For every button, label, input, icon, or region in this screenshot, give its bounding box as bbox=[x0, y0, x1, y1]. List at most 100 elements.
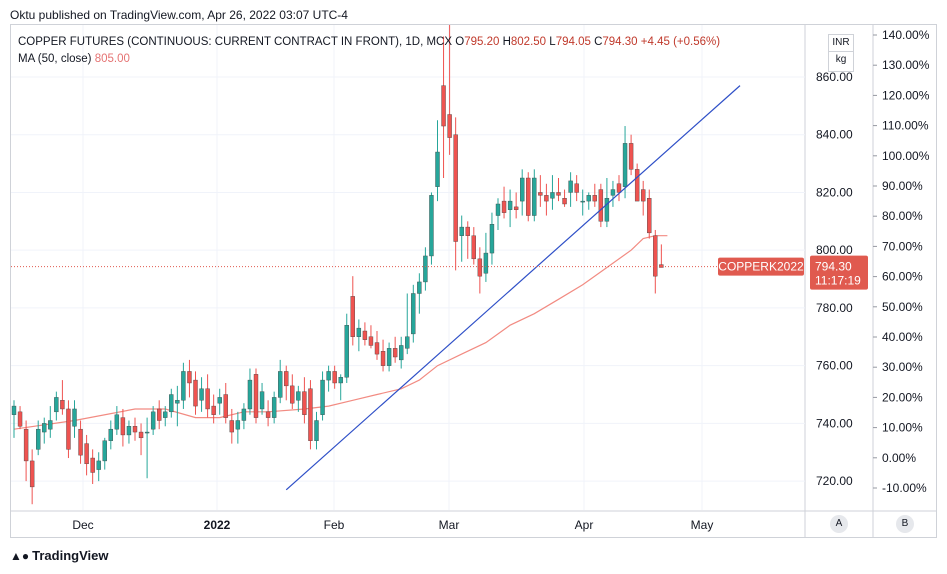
candle-body bbox=[574, 183, 579, 193]
candle-body bbox=[604, 198, 610, 222]
candle bbox=[163, 406, 168, 427]
candle bbox=[126, 420, 132, 444]
price-tag-value: 794.30 bbox=[815, 260, 852, 274]
price-tick-label: 760.00 bbox=[816, 359, 853, 373]
candle-body bbox=[11, 405, 17, 415]
candle-body bbox=[84, 443, 89, 465]
candle-body bbox=[634, 169, 640, 202]
percent-axis: -10.00% 0.00% 10.00% 20.00% 30.00% 40.00% 50.0… bbox=[873, 28, 930, 495]
pct-tick-label: 60.00% bbox=[882, 270, 923, 284]
candle bbox=[634, 163, 640, 202]
candle-body bbox=[622, 143, 628, 187]
candle-body bbox=[223, 394, 228, 418]
candle bbox=[302, 377, 307, 424]
candle-body bbox=[60, 400, 65, 410]
candle-body bbox=[338, 377, 343, 384]
candle-body bbox=[441, 85, 446, 127]
candle-body bbox=[126, 426, 132, 436]
candle bbox=[290, 374, 295, 409]
ohlc-legend: COPPER FUTURES (CONTINUOUS: CURRENT CONT… bbox=[18, 36, 720, 48]
price-tick-label: 820.00 bbox=[816, 185, 853, 199]
time-tick-label: May bbox=[691, 518, 714, 532]
candle bbox=[320, 371, 325, 421]
candle-body bbox=[320, 379, 325, 415]
candle bbox=[356, 319, 362, 352]
candle-body bbox=[302, 391, 307, 415]
candle bbox=[495, 198, 501, 230]
ma-label: MA (50, close) bbox=[18, 53, 92, 65]
candle bbox=[344, 313, 349, 383]
pct-tick-label: 100.00% bbox=[882, 149, 930, 163]
candle-body bbox=[102, 440, 107, 462]
candle-body bbox=[453, 134, 458, 242]
candle bbox=[36, 420, 41, 456]
candle bbox=[284, 365, 289, 401]
candle bbox=[175, 385, 180, 427]
trend-line[interactable] bbox=[285, 85, 741, 491]
candle bbox=[374, 331, 380, 360]
candle bbox=[641, 180, 646, 216]
time-tick-label: 2022 bbox=[204, 518, 231, 532]
candle-body bbox=[380, 351, 386, 366]
candle-body bbox=[653, 235, 658, 277]
candle-body bbox=[48, 420, 53, 430]
candle bbox=[211, 394, 216, 424]
candle-body bbox=[278, 371, 283, 398]
candle bbox=[169, 388, 174, 418]
candle bbox=[501, 186, 507, 219]
candle-body bbox=[259, 391, 265, 410]
close-label: C bbox=[594, 36, 603, 48]
footer-brand: ▲● TradingView bbox=[10, 548, 108, 563]
candle bbox=[308, 380, 313, 450]
candle-body bbox=[429, 195, 434, 257]
candle bbox=[84, 434, 89, 476]
candle-body bbox=[163, 411, 168, 418]
candle-body bbox=[235, 420, 241, 430]
candle bbox=[144, 417, 150, 479]
candle bbox=[411, 284, 416, 343]
pct-tick-label: 130.00% bbox=[882, 58, 930, 72]
candle-body bbox=[211, 405, 216, 415]
candle-body bbox=[54, 397, 59, 413]
candle bbox=[326, 365, 331, 392]
pct-tick-label: 70.00% bbox=[882, 239, 923, 253]
unit-selector[interactable]: INR kg bbox=[828, 34, 854, 72]
candle bbox=[604, 178, 610, 228]
moving-average-line bbox=[13, 235, 668, 430]
candle bbox=[405, 293, 410, 355]
candle bbox=[271, 391, 277, 424]
candle bbox=[429, 192, 434, 265]
candle bbox=[392, 336, 398, 363]
candle-body bbox=[72, 408, 77, 427]
chart-frame bbox=[10, 24, 937, 538]
candlestick-series bbox=[11, 25, 664, 505]
candle-body bbox=[495, 203, 501, 216]
candle-body bbox=[647, 198, 652, 234]
candle bbox=[417, 273, 422, 314]
ma-50-line bbox=[13, 235, 668, 430]
high-value: 802.50 bbox=[510, 36, 547, 48]
candle bbox=[66, 400, 71, 459]
candle-body bbox=[253, 374, 259, 418]
candle bbox=[471, 227, 476, 265]
candle bbox=[314, 411, 319, 450]
candle-body bbox=[229, 420, 235, 433]
candle-body bbox=[144, 431, 150, 434]
candle bbox=[380, 339, 386, 372]
candle bbox=[259, 382, 265, 415]
candle-body bbox=[350, 296, 355, 337]
change-value: +4.45 (+0.56%) bbox=[640, 36, 721, 48]
candle-body bbox=[513, 206, 519, 210]
candle bbox=[520, 169, 525, 216]
time-axis: Dec 2022 Feb Mar Apr May bbox=[72, 518, 713, 532]
auto-scale-button[interactable]: A bbox=[830, 515, 848, 533]
candle-body bbox=[538, 192, 543, 196]
candle bbox=[368, 325, 374, 349]
candle-body bbox=[483, 252, 489, 274]
candle bbox=[386, 342, 392, 372]
scale-mode-button[interactable]: B bbox=[896, 515, 914, 533]
candle-body bbox=[532, 177, 537, 216]
candle-body bbox=[544, 195, 549, 202]
